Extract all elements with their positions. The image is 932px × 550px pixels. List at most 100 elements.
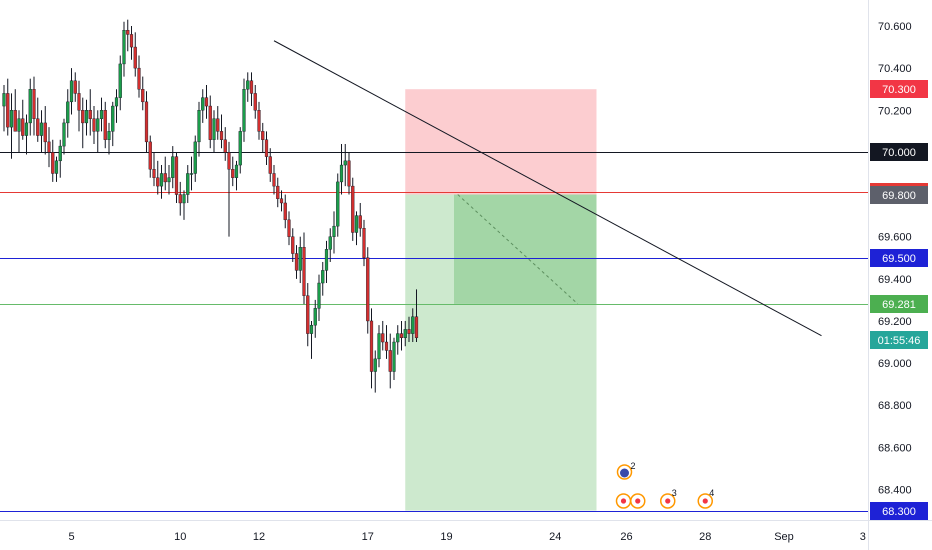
y-tick-label: 70.400 [878,63,912,75]
candle [159,165,164,199]
candle [351,177,355,241]
candle [152,152,156,187]
candle [84,99,89,136]
candle [208,95,212,149]
level-69281-badge: 69.281 [870,295,928,313]
candle [321,261,325,296]
x-tick-label: 24 [549,531,561,543]
candle [294,245,299,279]
candle [234,160,239,191]
svg-text:01:55:46: 01:55:46 [878,335,921,347]
candle [339,143,344,195]
candle [163,156,167,191]
candle [193,135,197,182]
candle [216,106,220,140]
candle [126,19,130,52]
y-tick-label: 70.200 [878,105,912,117]
target-zone-filled [454,194,597,304]
candle [107,122,111,155]
x-tick-label: 26 [620,531,632,543]
candle [384,325,389,359]
candle [246,72,250,102]
svg-text:70.300: 70.300 [882,84,916,96]
candle [347,152,351,195]
candle [6,78,10,136]
candle [28,78,32,136]
event-marker[interactable] [630,493,646,509]
candle [369,308,374,389]
y-tick-label: 70.600 [878,21,912,33]
candle [178,181,182,216]
candle [36,97,40,142]
candle [313,299,317,338]
candle [144,91,149,153]
x-tick-label: Sep [774,531,794,543]
x-tick-label: 10 [174,531,186,543]
candle [58,139,62,178]
candle [231,156,235,187]
candle [62,118,66,155]
event-marker[interactable]: 2 [616,461,636,480]
candle [343,143,347,187]
y-tick-label: 69.000 [878,358,912,370]
candle [366,247,370,334]
candle [77,80,81,132]
x-tick-label: 12 [253,531,265,543]
candle [148,135,152,178]
candle [264,131,269,166]
badge-70300: 70.300 [870,80,928,98]
level-70000-badge: 70.000 [870,143,928,161]
candle [17,110,21,153]
event-marker[interactable]: 4 [697,488,714,509]
candle [122,21,126,77]
candle [291,228,295,262]
candle [399,320,404,351]
candle [2,84,6,132]
candle [411,308,415,343]
candle [114,89,119,123]
y-tick-label: 69.400 [878,274,912,286]
candle [257,101,261,140]
candle [268,148,272,182]
stop-zone[interactable] [405,89,597,195]
candle [39,110,44,153]
candle [81,97,85,149]
x-tick-label: 5 [68,531,74,543]
svg-text:69.500: 69.500 [882,253,916,265]
candle [223,127,227,161]
candle [13,89,17,132]
target-zone[interactable] [405,194,597,511]
event-marker[interactable]: 3 [660,488,677,509]
candle [43,106,47,155]
candle [276,177,280,208]
candle [73,72,77,102]
trendline[interactable] [273,40,822,337]
badge-timer: 01:55:46 [870,331,928,349]
candle [32,76,36,136]
candle [227,141,231,237]
candle [324,240,329,284]
y-tick-label: 69.600 [878,232,912,244]
candle [129,26,134,60]
candle [186,165,190,203]
candle [88,89,92,136]
candle [377,325,381,368]
candle [167,165,171,195]
candle [141,76,145,111]
candle [66,89,70,138]
candle [171,146,175,189]
candle [306,283,310,347]
event-marker[interactable] [615,493,632,509]
candle [317,274,321,321]
candle [358,202,362,237]
y-tick-label: 68.800 [878,400,912,412]
candle [182,190,186,220]
candle [197,101,201,157]
level-69500-badge: 69.500 [870,249,928,267]
candle [219,114,224,149]
candle [373,350,377,393]
candle [309,320,314,359]
candle [103,101,107,149]
candle [24,114,29,155]
